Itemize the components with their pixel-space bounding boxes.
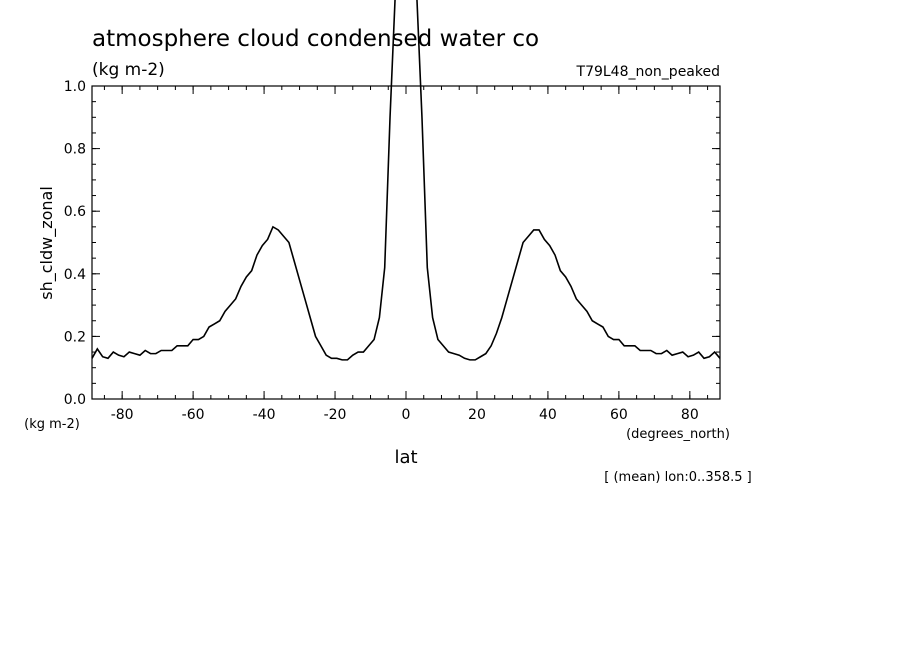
footnote: [ (mean) lon:0..358.5 ]	[604, 470, 752, 485]
chart-title: atmosphere cloud condensed water co	[92, 26, 539, 52]
x-units-label: (degrees_north)	[626, 427, 730, 442]
y-tick-label: 0.4	[64, 267, 86, 283]
x-tick-label: -20	[324, 407, 347, 423]
y-tick-label: 0.6	[64, 204, 86, 220]
y-axis-ticks	[92, 85, 720, 400]
plot-frame	[91, 85, 721, 400]
y-tick-label: 0.8	[64, 142, 86, 158]
y-units-label: (kg m-2)	[24, 417, 80, 432]
y-axis-tick-labels: 0.0 0.2 0.4 0.6 0.8 1.0	[64, 79, 86, 408]
x-tick-label: -60	[182, 407, 205, 423]
y-tick-label: 1.0	[64, 79, 86, 95]
x-tick-label: -40	[253, 407, 276, 423]
x-axis-label: lat	[394, 447, 417, 468]
x-tick-label: 0	[402, 407, 411, 423]
x-axis-tick-labels: -80 -60 -40 -20 0 20 40 60 80	[111, 407, 699, 423]
run-label: T79L48_non_peaked	[576, 64, 720, 80]
y-tick-label: 0.0	[64, 392, 86, 408]
x-tick-label: 60	[610, 407, 628, 423]
x-tick-label: 20	[468, 407, 486, 423]
x-axis-ticks	[103, 86, 709, 399]
units-label: (kg m-2)	[92, 60, 165, 80]
x-tick-label: -80	[111, 407, 134, 423]
series-line	[91, 0, 721, 361]
x-tick-label: 40	[539, 407, 557, 423]
y-tick-label: 0.2	[64, 329, 86, 345]
y-axis-label: sh_cldw_zonal	[37, 186, 57, 300]
x-tick-label: 80	[681, 407, 699, 423]
